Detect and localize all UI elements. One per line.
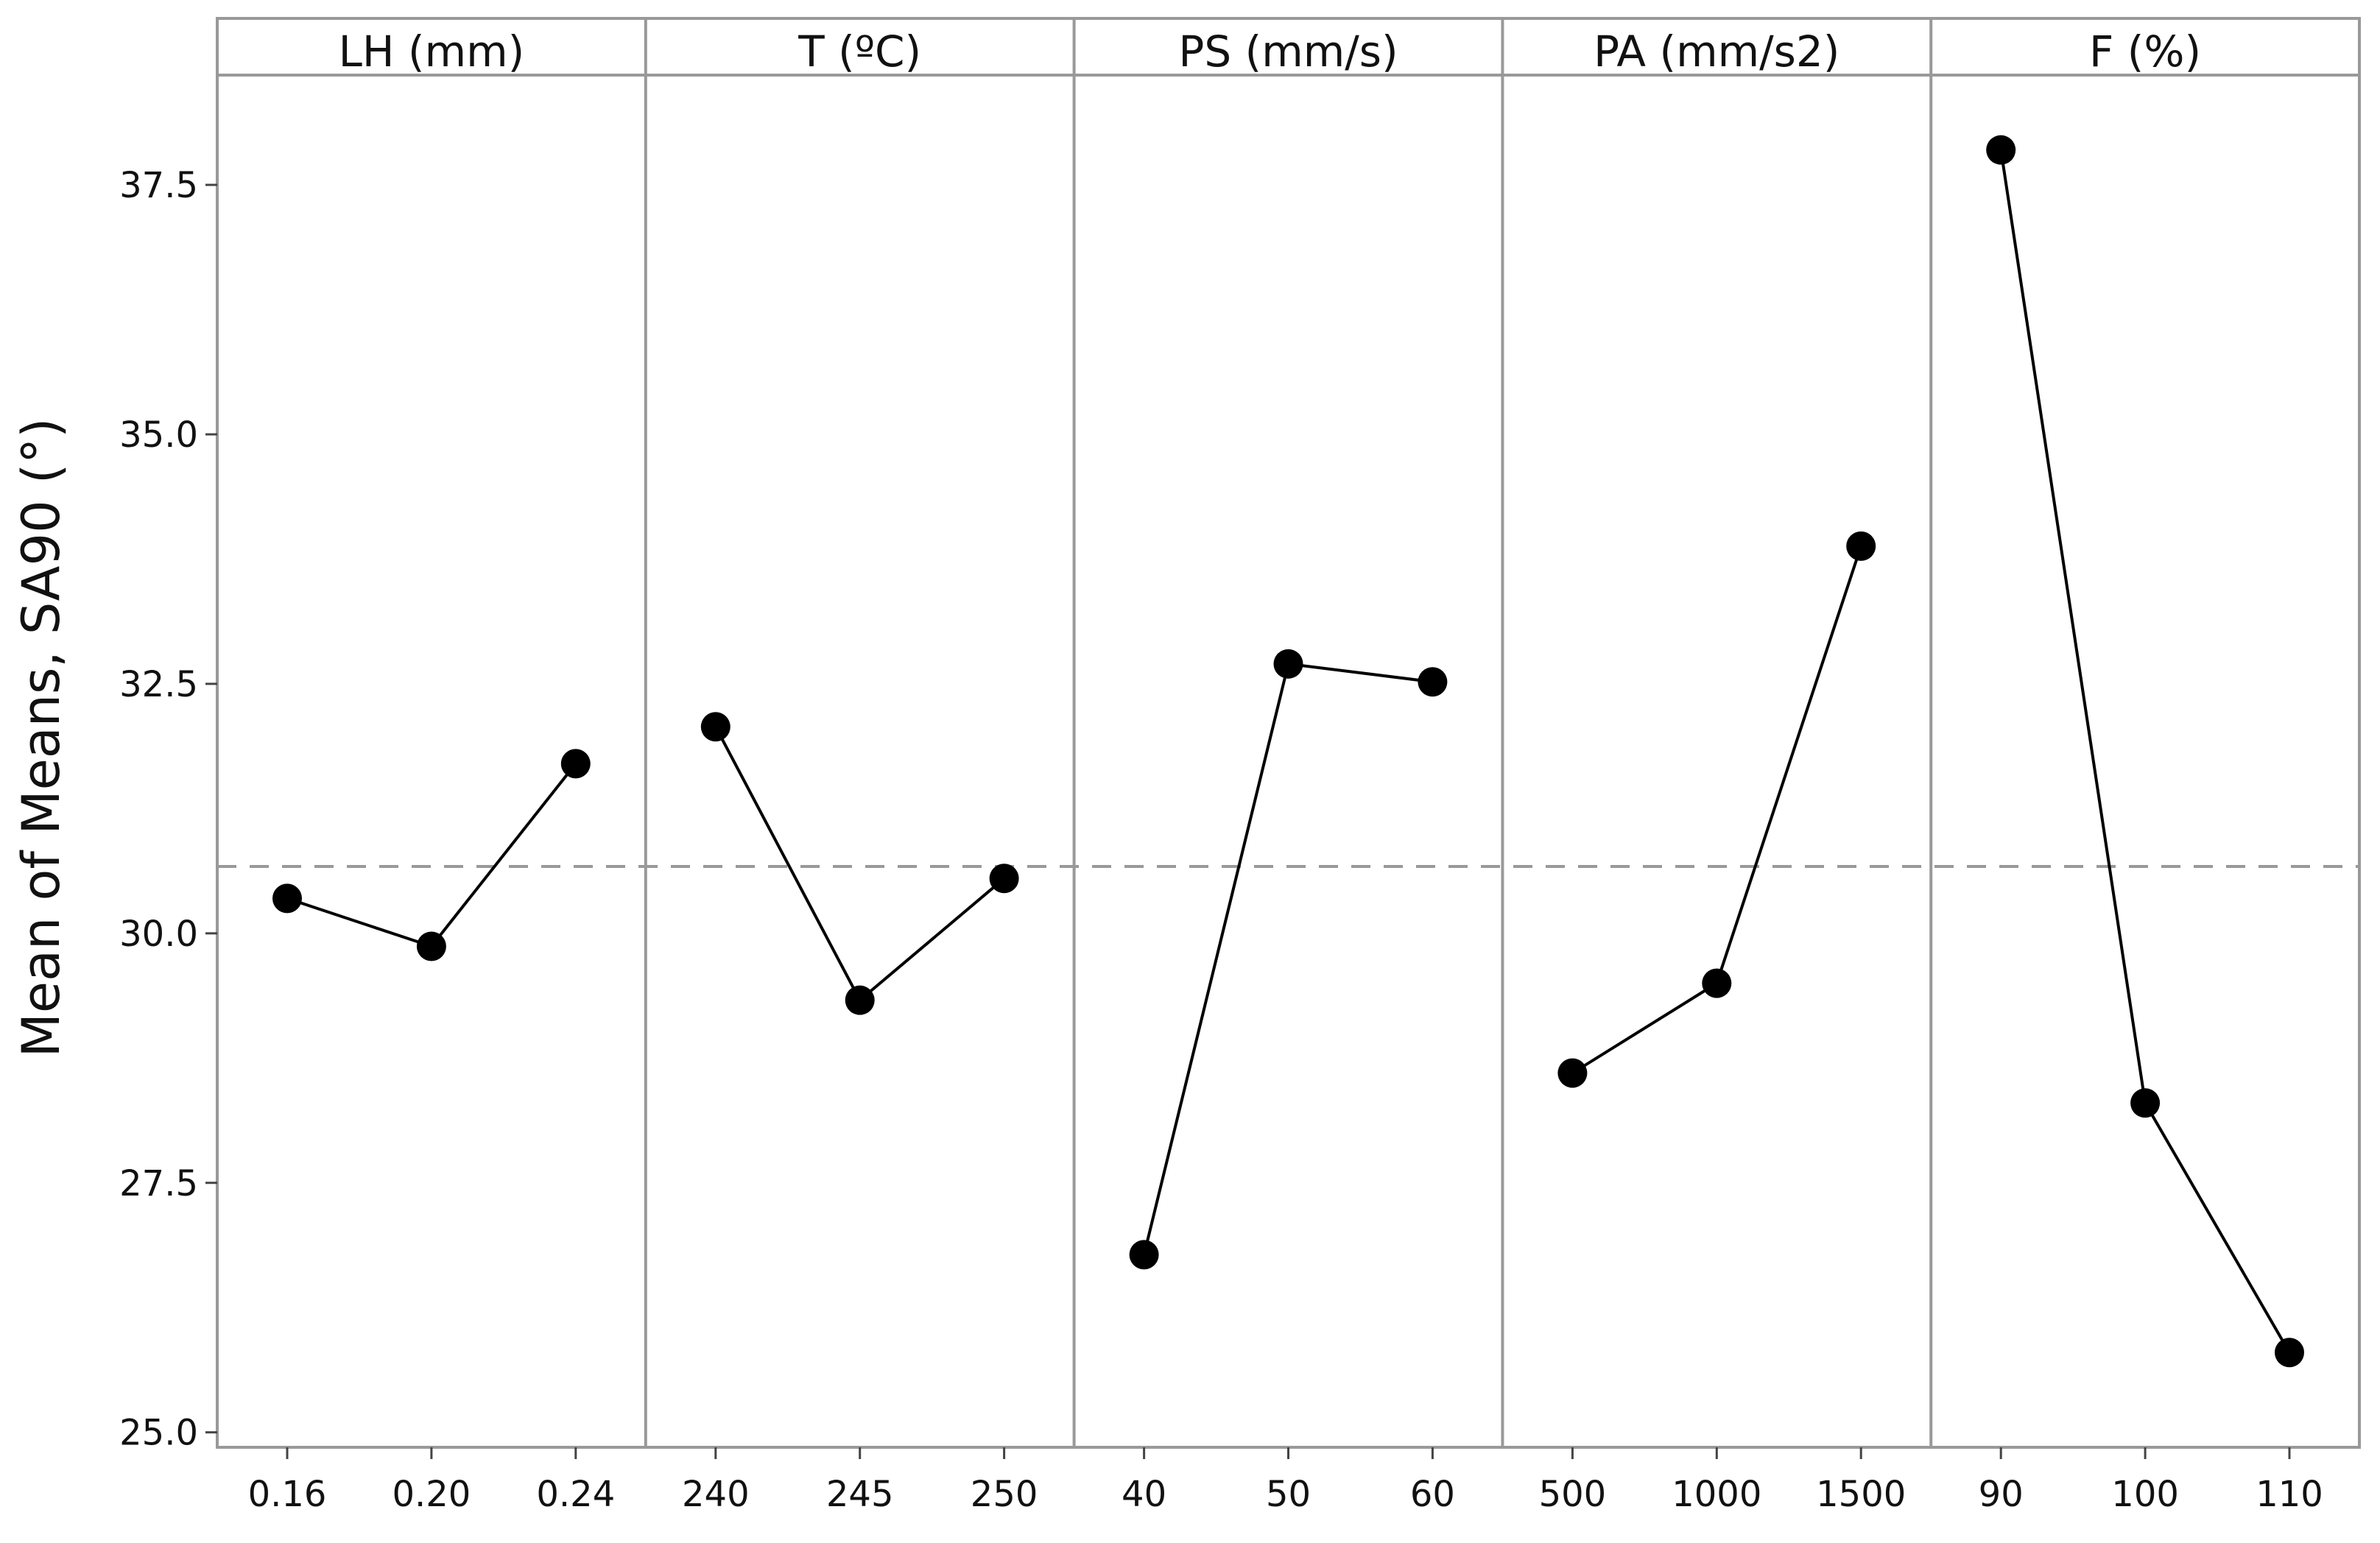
data-point [1846, 531, 1876, 561]
data-point [1986, 135, 2016, 165]
data-point [560, 749, 591, 779]
data-point [1273, 649, 1303, 679]
panel-header: F (%) [2089, 27, 2201, 77]
x-tick-label: 0.24 [536, 1474, 615, 1515]
y-tick-label: 30.0 [119, 914, 198, 955]
y-tick-label: 35.0 [119, 414, 198, 456]
data-point [2130, 1088, 2161, 1118]
data-point [700, 712, 730, 742]
plot-border [216, 17, 2361, 1449]
panel-header: PA (mm/s2) [1594, 27, 1839, 77]
x-tick-label: 1500 [1816, 1474, 1906, 1515]
panel-headers: LH (mm) T (ºC) PS (mm/s) PA (mm/s2) F (%) [339, 27, 2202, 77]
data-point [416, 931, 446, 961]
series-line [286, 763, 577, 948]
y-tick-label: 27.5 [119, 1163, 198, 1204]
x-tick-label: 250 [971, 1474, 1038, 1515]
data-point [989, 864, 1019, 894]
data-point [1557, 1058, 1588, 1088]
axes: 25.0 27.5 30.0 32.5 35.0 37.5 0.16 0.20 0.24 240 2… [119, 165, 2323, 1515]
plot-frame [216, 17, 2361, 1449]
data-point [1418, 667, 1448, 697]
panel-header: PS (mm/s) [1178, 27, 1398, 77]
series-line [1999, 149, 2291, 1354]
data-point [272, 883, 302, 914]
x-tick-label: 60 [1410, 1474, 1455, 1515]
data-point [1129, 1240, 1159, 1270]
x-tick-label: 0.16 [248, 1474, 327, 1515]
x-tick-label: 40 [1122, 1474, 1166, 1515]
panel-header: LH (mm) [339, 27, 525, 77]
x-tick-label: 1000 [1672, 1474, 1761, 1515]
data-point [1702, 968, 1732, 998]
x-tick-label: 110 [2256, 1474, 2323, 1515]
series-line [714, 726, 1005, 1003]
x-tick-label: 500 [1539, 1474, 1607, 1515]
x-tick-label: 50 [1266, 1474, 1311, 1515]
x-tick-label: 245 [826, 1474, 894, 1515]
x-tick-label: 240 [682, 1474, 750, 1515]
series [272, 135, 2304, 1368]
panel-header: T (ºC) [798, 27, 921, 77]
data-point [2275, 1338, 2304, 1368]
series-line [1142, 662, 1433, 1255]
data-point [845, 985, 875, 1015]
y-axis-title: Mean of Means, SA90 (°) [11, 418, 71, 1058]
y-tick-label: 37.5 [119, 165, 198, 206]
x-tick-label: 100 [2111, 1474, 2179, 1515]
x-tick-label: 0.20 [392, 1474, 471, 1515]
y-tick-label: 25.0 [119, 1413, 198, 1454]
x-tick-label: 90 [1979, 1474, 2024, 1515]
y-tick-label: 32.5 [119, 664, 198, 705]
